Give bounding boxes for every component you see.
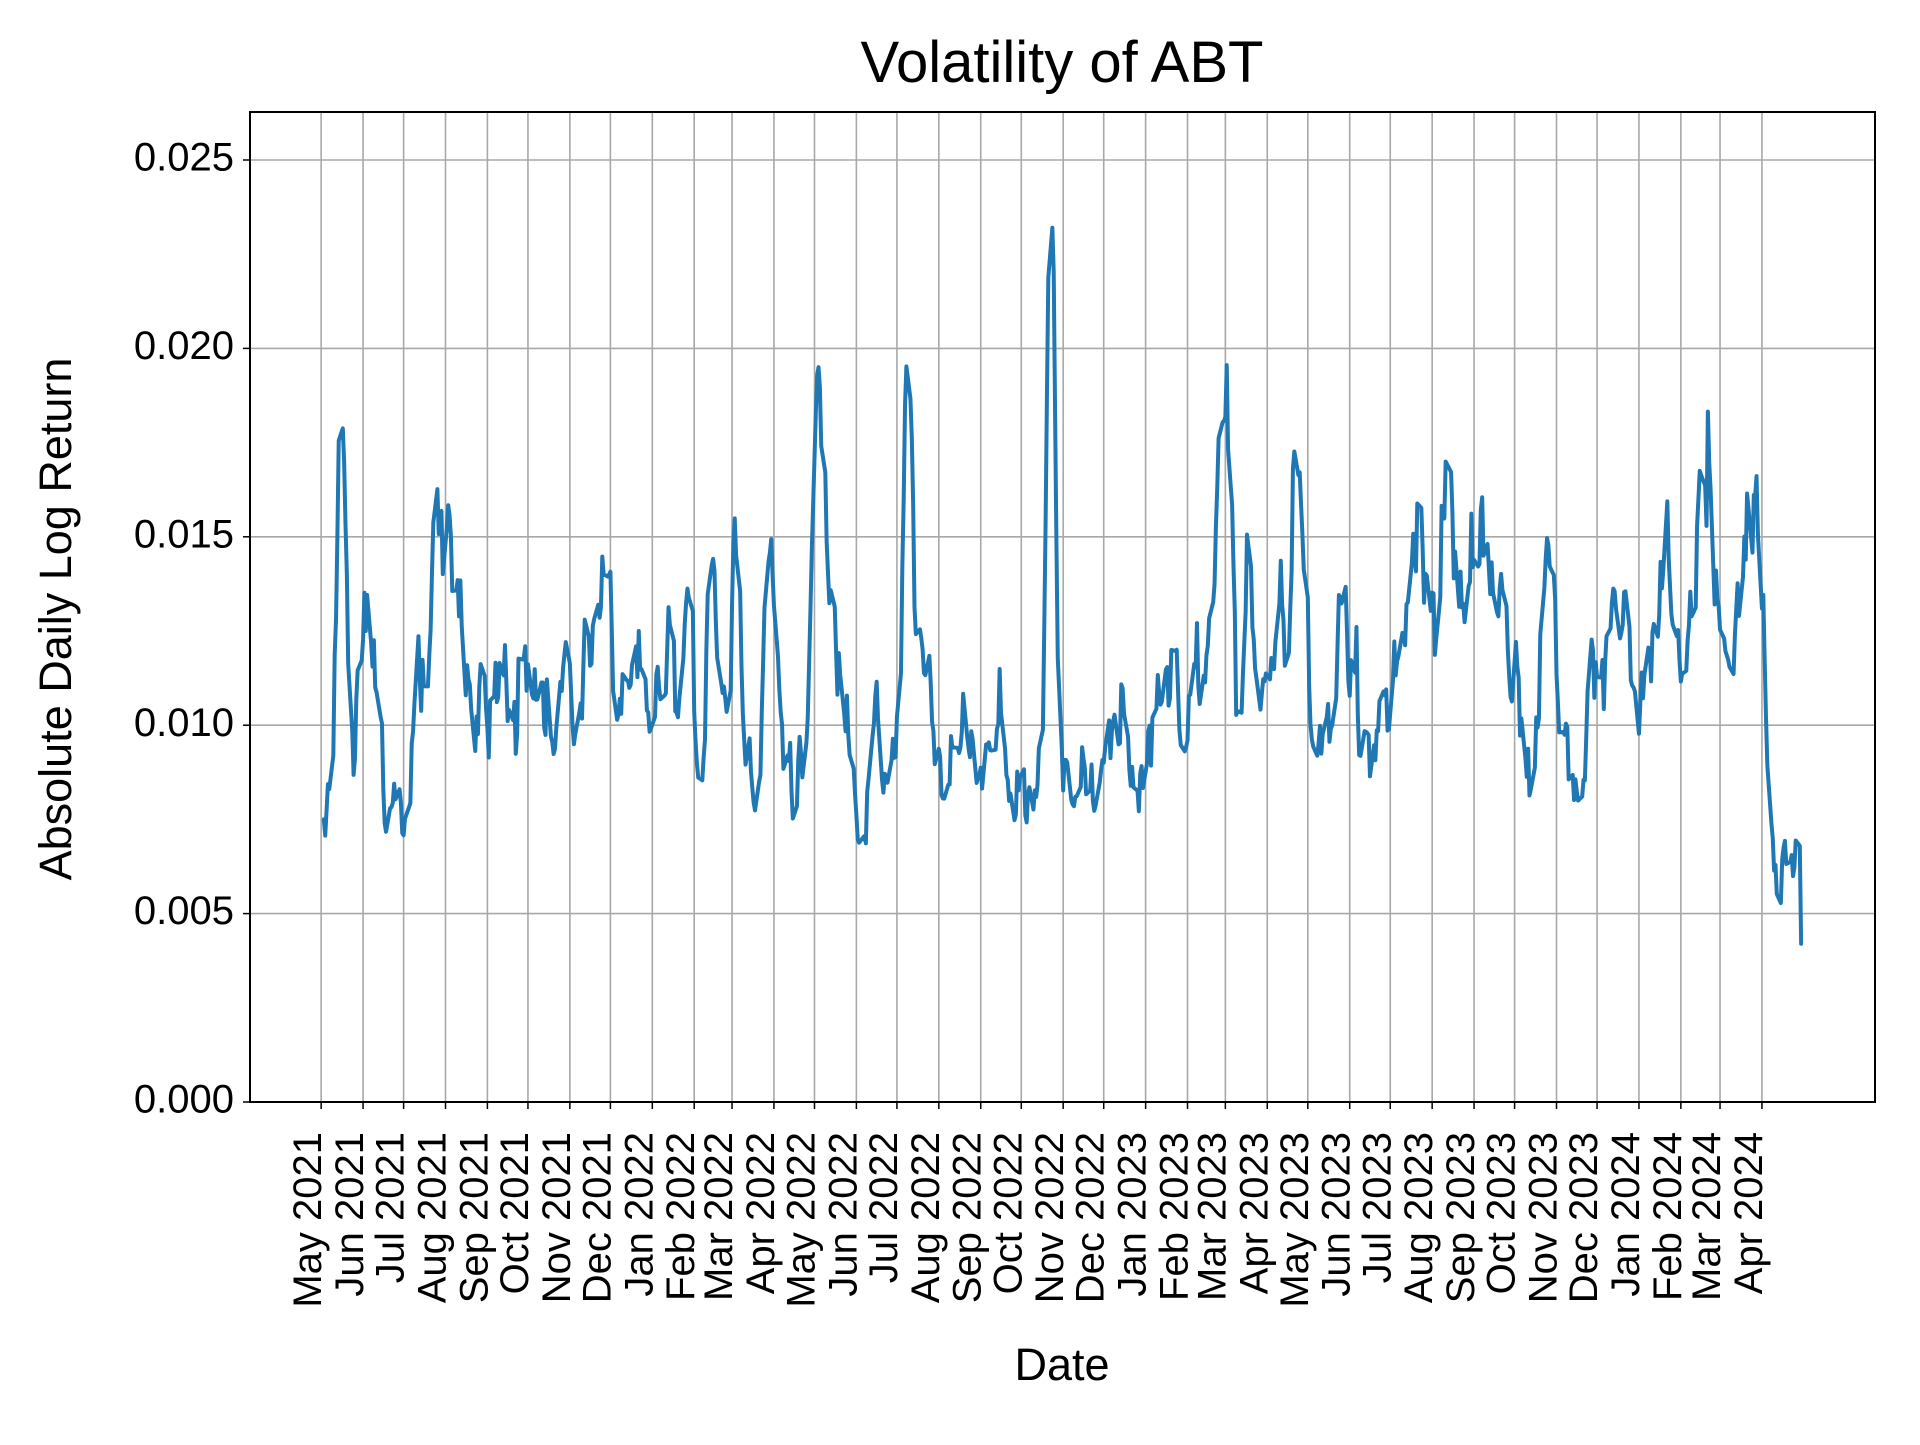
svg-text:Jan 2024: Jan 2024	[1604, 1132, 1648, 1297]
svg-text:Apr 2023: Apr 2023	[1232, 1132, 1276, 1294]
svg-text:Jun 2022: Jun 2022	[821, 1132, 865, 1297]
svg-text:May 2022: May 2022	[779, 1132, 823, 1308]
svg-text:Sep 2022: Sep 2022	[946, 1132, 990, 1303]
svg-text:Oct 2021: Oct 2021	[493, 1132, 537, 1294]
svg-text:Dec 2023: Dec 2023	[1562, 1132, 1606, 1303]
svg-text:Jan 2023: Jan 2023	[1111, 1132, 1155, 1297]
svg-text:Nov 2022: Nov 2022	[1028, 1132, 1072, 1303]
svg-text:Mar 2024: Mar 2024	[1685, 1132, 1729, 1301]
svg-text:Aug 2023: Aug 2023	[1397, 1132, 1441, 1303]
svg-text:Absolute Daily Log Return: Absolute Daily Log Return	[30, 358, 81, 881]
svg-text:Date: Date	[1014, 1339, 1109, 1390]
svg-text:Volatility of ABT: Volatility of ABT	[861, 30, 1264, 95]
svg-text:0.015: 0.015	[134, 512, 234, 556]
svg-text:Jun 2021: Jun 2021	[328, 1132, 372, 1297]
svg-text:Sep 2023: Sep 2023	[1439, 1132, 1483, 1303]
svg-text:May 2021: May 2021	[286, 1132, 330, 1308]
svg-text:Aug 2021: Aug 2021	[411, 1132, 455, 1303]
svg-text:Jan 2022: Jan 2022	[617, 1132, 661, 1297]
svg-text:Jul 2022: Jul 2022	[862, 1132, 906, 1283]
svg-text:Jun 2023: Jun 2023	[1315, 1132, 1359, 1297]
svg-text:0.010: 0.010	[134, 701, 234, 745]
svg-text:Jul 2021: Jul 2021	[369, 1132, 413, 1283]
svg-text:Aug 2022: Aug 2022	[904, 1132, 948, 1303]
svg-text:Dec 2021: Dec 2021	[575, 1132, 619, 1303]
svg-text:Nov 2023: Nov 2023	[1522, 1132, 1566, 1303]
svg-text:0.025: 0.025	[134, 136, 234, 180]
svg-text:0.000: 0.000	[134, 1078, 234, 1122]
svg-text:Jul 2023: Jul 2023	[1355, 1132, 1399, 1283]
svg-text:0.005: 0.005	[134, 889, 234, 933]
svg-text:Feb 2024: Feb 2024	[1646, 1132, 1690, 1301]
svg-text:Sep 2021: Sep 2021	[452, 1132, 496, 1303]
svg-text:Dec 2022: Dec 2022	[1069, 1132, 1113, 1303]
svg-text:Mar 2023: Mar 2023	[1190, 1132, 1234, 1301]
svg-text:0.020: 0.020	[134, 324, 234, 368]
svg-text:Nov 2021: Nov 2021	[535, 1132, 579, 1303]
svg-text:Oct 2023: Oct 2023	[1480, 1132, 1524, 1294]
svg-text:May 2023: May 2023	[1273, 1132, 1317, 1308]
svg-text:Mar 2022: Mar 2022	[697, 1132, 741, 1301]
svg-text:Apr 2024: Apr 2024	[1727, 1132, 1771, 1294]
svg-text:Oct 2022: Oct 2022	[986, 1132, 1030, 1294]
svg-text:Apr 2022: Apr 2022	[739, 1132, 783, 1294]
